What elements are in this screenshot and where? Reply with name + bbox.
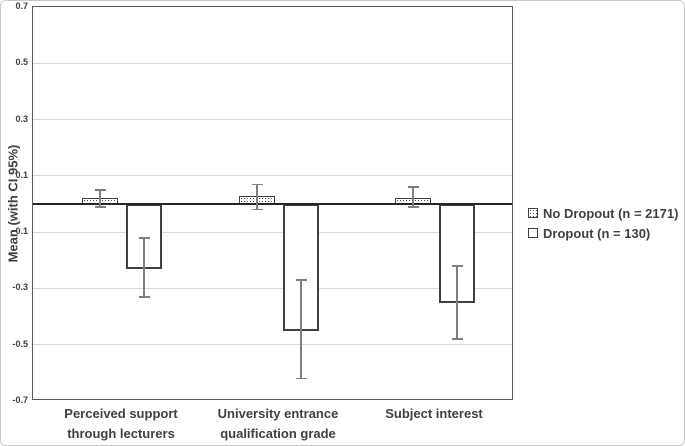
x-category-label-line: Subject interest (385, 406, 483, 421)
dotted-pattern-swatch-icon (528, 208, 538, 218)
gridline (33, 175, 512, 177)
legend: No Dropout (n = 2171) Dropout (n = 130) (528, 203, 678, 243)
zero-axis-line (33, 203, 512, 205)
gridline (33, 344, 512, 346)
gridline (33, 231, 512, 233)
error-bar-dropout-2 (456, 265, 458, 340)
y-tick-label: 0.7 (15, 1, 28, 11)
gridline (33, 119, 512, 121)
y-tick-label: 0.5 (15, 57, 28, 68)
x-category-label-line: University entrance (217, 406, 339, 421)
error-bar-cap-no-dropout-0 (94, 206, 106, 208)
y-tick-label: 0.1 (15, 169, 28, 180)
y-tick-label: -0.3 (12, 282, 28, 293)
legend-label: Dropout (n = 130) (543, 225, 651, 241)
error-bar-cap-dropout-2 (451, 265, 463, 267)
y-tick-label: -0.1 (12, 226, 28, 237)
error-bar-cap-dropout-1 (295, 279, 307, 281)
error-bar-cap-no-dropout-1 (251, 183, 263, 186)
legend-item-no-dropout: No Dropout (n = 2171) (528, 203, 678, 223)
y-tick-label: -0.5 (12, 338, 28, 349)
x-category-label-line: qualification grade (220, 426, 336, 441)
x-category-label: Subject interest (349, 404, 519, 424)
legend-item-dropout: Dropout (n = 130) (528, 223, 678, 243)
error-bar-no-dropout-1 (256, 184, 258, 210)
x-category-label-line: through lecturers (67, 426, 175, 441)
y-tick-label: -0.7 (12, 395, 28, 405)
x-category-label-line: Perceived support (64, 406, 178, 421)
error-bar-cap-no-dropout-2 (407, 206, 419, 208)
plot-area (32, 6, 513, 400)
error-bar-dropout-1 (300, 279, 302, 379)
error-bar-cap-dropout-1 (295, 377, 307, 380)
error-bar-cap-dropout-2 (451, 338, 463, 340)
error-bar-cap-no-dropout-2 (407, 186, 419, 188)
error-bar-cap-no-dropout-1 (251, 208, 263, 211)
legend-label: No Dropout (n = 2171) (543, 205, 679, 221)
error-bar-dropout-0 (143, 237, 145, 297)
error-bar-cap-dropout-0 (138, 296, 150, 298)
y-tick-label: 0.3 (15, 113, 28, 124)
error-bar-cap-no-dropout-0 (94, 189, 106, 191)
error-bar-no-dropout-0 (99, 189, 101, 207)
error-bar-cap-dropout-0 (138, 237, 150, 239)
x-category-label: University entrance qualification grade (193, 404, 363, 444)
error-bar-no-dropout-2 (412, 187, 414, 207)
x-category-label: Perceived support through lecturers (36, 404, 206, 444)
gridline (33, 287, 512, 289)
gridline (33, 62, 512, 64)
white-swatch-icon (528, 228, 538, 238)
